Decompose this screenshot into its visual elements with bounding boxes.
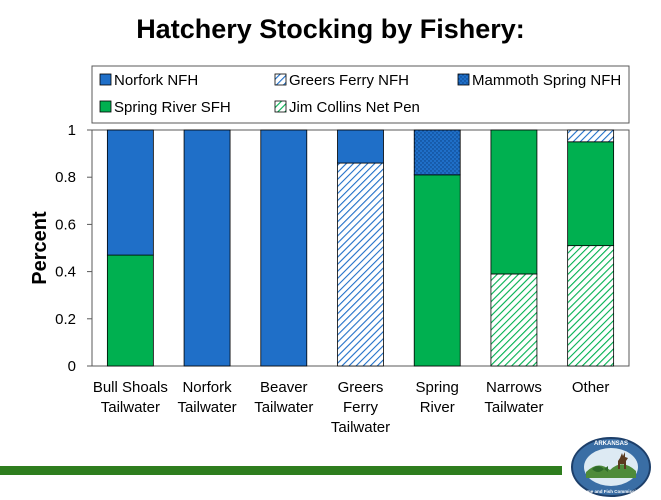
bar-narrows-tailwater-spring-river-sfh	[490, 129, 538, 275]
y-tick-label: 0.4	[55, 264, 76, 281]
y-tick-label: 0.2	[55, 311, 76, 328]
bar-bull-shoals-tailwater-norfork-nfh	[106, 129, 154, 256]
bar-other-jim-collins-net-pen	[567, 245, 615, 367]
y-tick-label: 1	[68, 122, 76, 139]
legend-label-norfork-nfh: Norfork NFH	[114, 72, 198, 89]
y-axis: 0 0.2 0.4 0.6 0.8 1	[55, 122, 92, 375]
y-tick-label: 0	[68, 358, 76, 375]
logo-top-text: ARKANSAS	[594, 441, 628, 447]
x-tick-label-narrows-tailwater: Narrows Tailwater	[484, 379, 543, 416]
x-tick-label-bull-shoals-tailwater: Bull Shoals Tailwater	[93, 379, 168, 416]
logo-deer-icon	[618, 452, 628, 469]
chart-legend: Norfork NFH Greers Ferry NFH Mammoth Sprin…	[99, 72, 621, 116]
x-tick-label-beaver-tailwater: Beaver Tailwater	[254, 379, 313, 416]
bar-greers-ferry-tailwater-greers-ferry-nfh	[337, 162, 384, 367]
legend-label-mammoth-spring-nfh: Mammoth Spring NFH	[472, 72, 621, 89]
legend-swatch-norfork-nfh	[99, 73, 112, 86]
bar-spring-river-mammoth-spring-nfh	[413, 129, 461, 176]
legend-label-greers-ferry-nfh: Greers Ferry NFH	[289, 72, 409, 89]
bars	[106, 129, 615, 367]
y-tick-label: 0.8	[55, 169, 76, 186]
y-axis-label: Percent	[29, 211, 51, 285]
legend-swatch-mammoth-spring-nfh	[457, 73, 470, 86]
logo-fish-icon	[592, 466, 608, 472]
bar-other-greers-ferry-nfh	[567, 129, 615, 143]
legend-box	[91, 65, 630, 124]
bar-spring-river-spring-river-sfh	[413, 174, 461, 367]
x-tick-label-norfork-tailwater: Norfork Tailwater	[177, 379, 236, 416]
footer-bar	[0, 466, 562, 475]
x-tick-label-other: Other	[572, 379, 610, 396]
bar-other-spring-river-sfh	[567, 141, 615, 247]
bar-norfork-tailwater-norfork-nfh	[183, 129, 231, 367]
legend-swatch-spring-river-sfh	[99, 100, 112, 113]
x-tick-label-greers-ferry-tailwater: Greers Ferry Tailwater	[331, 379, 390, 436]
x-tick-label-spring-river: Spring River	[416, 379, 459, 416]
logo-bottom-text: Game and Fish Commission	[581, 489, 642, 494]
legend-label-spring-river-sfh: Spring River SFH	[114, 99, 231, 116]
legend-swatch-jim-collins-net-pen	[274, 100, 287, 113]
agfc-logo-icon: ARKANSAS Game and Fish Commission	[571, 437, 651, 497]
bar-bull-shoals-tailwater-spring-river-sfh	[106, 254, 154, 367]
slide-title: Hatchery Stocking by Fishery:	[136, 14, 525, 44]
y-tick-label: 0.6	[55, 216, 76, 233]
bar-beaver-tailwater-norfork-nfh	[260, 129, 308, 367]
legend-swatch-greers-ferry-nfh	[274, 73, 287, 86]
legend-label-jim-collins-net-pen: Jim Collins Net Pen	[289, 99, 420, 116]
bar-greers-ferry-tailwater-norfork-nfh	[337, 129, 384, 164]
bar-narrows-tailwater-jim-collins-net-pen	[490, 273, 538, 367]
